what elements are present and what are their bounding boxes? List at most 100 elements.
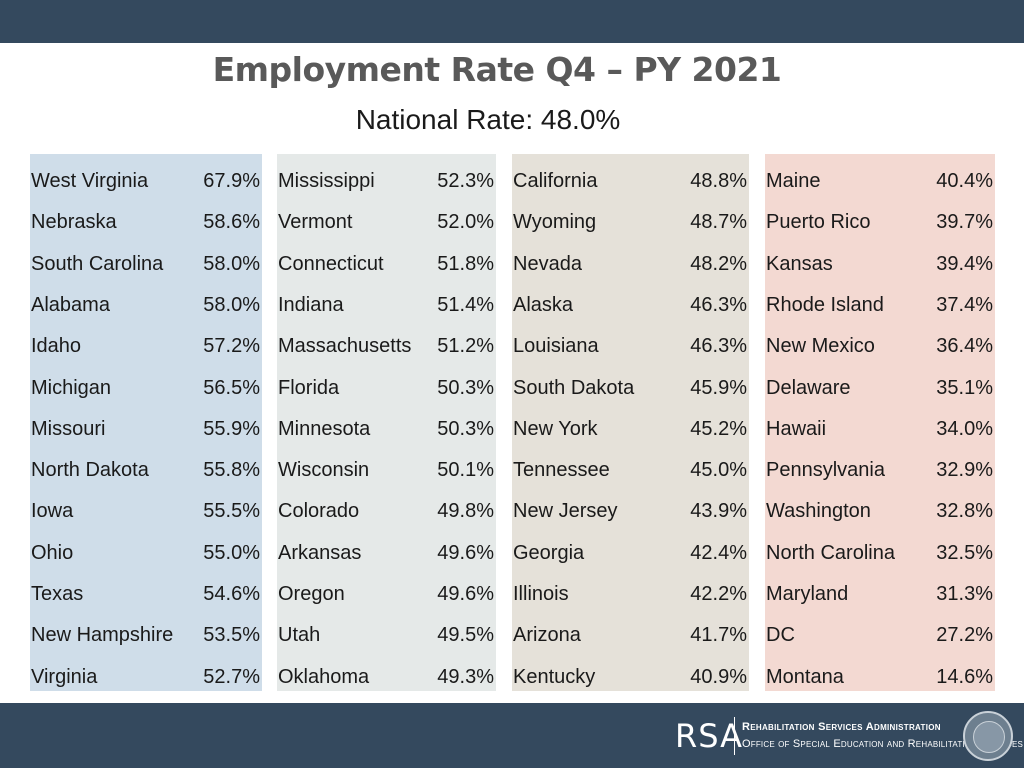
employment-rate: 51.2%: [437, 335, 494, 358]
employment-rate: 55.0%: [203, 541, 260, 564]
rate-column-2: Mississippi 52.3% Vermont 52.0% Connecticut 5…: [277, 154, 496, 691]
employment-rate: 31.3%: [936, 583, 993, 605]
employment-rate: 49.3%: [437, 665, 494, 688]
employment-rate: 45.2%: [690, 417, 747, 440]
state-name: Rhode Island: [766, 293, 884, 316]
employment-rate: 39.4%: [936, 252, 993, 275]
employment-rate: 41.7%: [690, 624, 747, 647]
employment-rate: 49.6%: [437, 541, 494, 564]
employment-rate: 42.4%: [690, 541, 747, 564]
employment-rate: 55.8%: [203, 459, 260, 482]
employment-rate: 48.2%: [690, 252, 747, 275]
state-name: DC: [766, 624, 795, 647]
footer-banner: RSA Rehabilitation Services Administrati…: [0, 703, 1024, 768]
table-row: Ohio 55.0%: [30, 533, 262, 574]
employment-rate: 36.4%: [936, 335, 993, 358]
employment-rate: 48.8%: [690, 170, 747, 192]
state-name: Texas: [31, 583, 84, 605]
employment-rate: 32.8%: [936, 500, 993, 523]
rate-column-1: West Virginia 67.9% Nebraska 58.6% South Car…: [30, 154, 262, 691]
org-parent: Office of Special Education and Rehabili…: [742, 738, 1024, 750]
employment-rate: 43.9%: [690, 500, 747, 523]
table-row: Virginia 52.7%: [30, 657, 262, 698]
employment-rate: 53.5%: [203, 624, 260, 647]
table-row: Vermont 52.0%: [277, 202, 496, 243]
state-name: Georgia: [513, 541, 585, 564]
national-rate: National Rate: 48.0%: [355, 104, 621, 135]
table-row: Tennessee 45.0%: [512, 450, 749, 491]
table-row: New Hampshire 53.5%: [30, 615, 262, 656]
employment-rate: 49.6%: [437, 583, 494, 605]
employment-rate: 55.5%: [203, 500, 260, 523]
employment-rate: 32.9%: [936, 459, 993, 482]
employment-rate: 54.6%: [203, 583, 260, 605]
table-row: Arizona 41.7%: [512, 615, 749, 656]
state-name: Tennessee: [513, 459, 610, 482]
table-row: Arkansas 49.6%: [277, 533, 496, 574]
table-row: Michigan 56.5%: [30, 368, 262, 409]
state-name: Florida: [278, 376, 340, 399]
logo-divider: [734, 717, 735, 755]
employment-rate: 58.0%: [203, 293, 260, 316]
page-title: Employment Rate Q4 – PY 2021: [212, 50, 782, 89]
table-row: Washington 32.8%: [765, 491, 995, 532]
employment-rate: 50.3%: [437, 417, 494, 440]
state-name: New York: [513, 417, 598, 440]
table-row: South Dakota 45.9%: [512, 368, 749, 409]
state-name: Puerto Rico: [766, 211, 871, 234]
table-row: Maryland 31.3%: [765, 574, 995, 615]
table-row: Pennsylvania 32.9%: [765, 450, 995, 491]
table-row: Mississippi 52.3%: [277, 161, 496, 202]
state-name: Vermont: [278, 211, 353, 234]
employment-rate: 51.4%: [437, 293, 494, 316]
table-row: Rhode Island 37.4%: [765, 285, 995, 326]
table-row: California 48.8%: [512, 161, 749, 202]
table-row: Utah 49.5%: [277, 615, 496, 656]
state-name: North Carolina: [766, 541, 895, 564]
table-row: Illinois 42.2%: [512, 574, 749, 615]
employment-rate: 32.5%: [936, 541, 993, 564]
table-row: Missouri 55.9%: [30, 409, 262, 450]
state-name: New Jersey: [513, 500, 618, 523]
table-row: Montana 14.6%: [765, 657, 995, 698]
table-row: Delaware 35.1%: [765, 368, 995, 409]
table-row: Kansas 39.4%: [765, 244, 995, 285]
state-name: Wyoming: [513, 211, 597, 234]
state-name: Idaho: [31, 335, 82, 358]
table-row: New Mexico 36.4%: [765, 326, 995, 367]
state-name: Iowa: [31, 500, 74, 523]
state-name: Kentucky: [513, 665, 596, 688]
state-name: Colorado: [278, 500, 360, 523]
state-name: Pennsylvania: [766, 459, 885, 482]
rate-column-3: California 48.8% Wyoming 48.7% Nevada 48.2% Al…: [512, 154, 749, 691]
table-row: New York 45.2%: [512, 409, 749, 450]
state-name: Alabama: [31, 293, 110, 316]
state-name: Michigan: [31, 376, 112, 399]
state-name: Louisiana: [513, 335, 599, 358]
table-row: Nevada 48.2%: [512, 244, 749, 285]
state-name: New Mexico: [766, 335, 875, 358]
table-row: Texas 54.6%: [30, 574, 262, 615]
table-row: Alabama 58.0%: [30, 285, 262, 326]
table-row: New Jersey 43.9%: [512, 491, 749, 532]
state-name: Hawaii: [766, 417, 827, 440]
employment-rate: 40.4%: [936, 170, 993, 192]
state-name: Maine: [766, 170, 821, 192]
state-name: Wisconsin: [278, 459, 370, 482]
table-row: Indiana 51.4%: [277, 285, 496, 326]
state-name: Arizona: [513, 624, 581, 647]
state-name: Kansas: [766, 252, 833, 275]
state-name: Utah: [278, 624, 321, 647]
state-name: Washington: [766, 500, 871, 523]
employment-rate: 14.6%: [936, 665, 993, 688]
table-row: Minnesota 50.3%: [277, 409, 496, 450]
rsa-logo: RSA: [675, 717, 744, 755]
employment-rate: 50.1%: [437, 459, 494, 482]
org-name: Rehabilitation Services Administration: [742, 721, 941, 733]
state-name: North Dakota: [31, 459, 149, 482]
table-row: Hawaii 34.0%: [765, 409, 995, 450]
state-name: Ohio: [31, 541, 74, 564]
department-seal-icon: [963, 711, 1013, 761]
table-row: South Carolina 58.0%: [30, 244, 262, 285]
state-name: Nevada: [513, 252, 582, 275]
